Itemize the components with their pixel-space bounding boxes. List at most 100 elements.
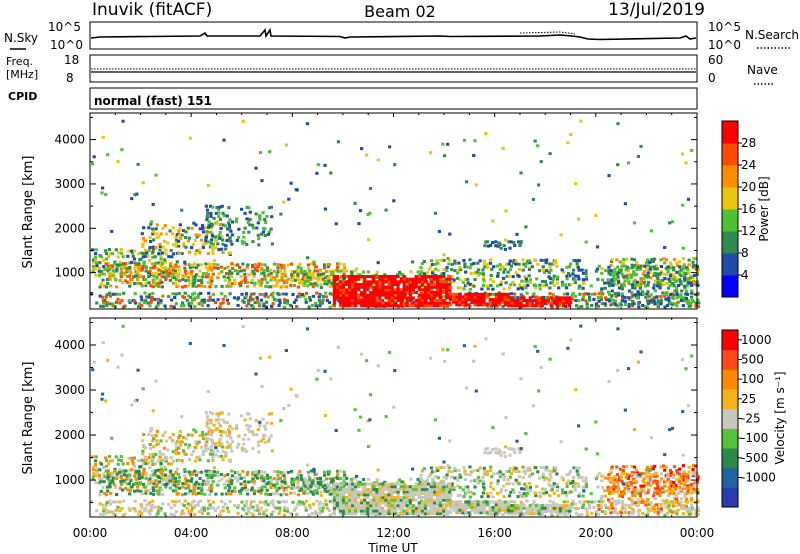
velocity-cell <box>444 506 448 510</box>
velocity-cell <box>332 496 336 499</box>
velocity-cell <box>681 512 685 516</box>
velocity-cell <box>157 476 161 479</box>
power-cell <box>414 301 418 305</box>
velocity-cell <box>161 458 165 462</box>
velocity-cell <box>248 424 252 428</box>
power-cell <box>675 296 679 300</box>
velocity-cell <box>90 499 94 503</box>
power-cell <box>369 299 373 302</box>
power-cell <box>151 255 155 259</box>
power-cell <box>399 291 403 294</box>
power-cell <box>615 258 619 262</box>
power-cell <box>103 298 107 302</box>
power-cell <box>491 298 495 302</box>
power-cell <box>627 280 631 284</box>
velocity-cell <box>327 483 331 487</box>
velocity-cell <box>218 424 222 428</box>
power-cell <box>375 288 379 292</box>
power-cell <box>211 205 215 209</box>
power-cell <box>317 295 321 299</box>
power-cell <box>360 291 364 294</box>
power-cell <box>558 299 563 302</box>
power-cell <box>501 146 505 150</box>
velocity-cell <box>301 485 305 489</box>
power-cell <box>221 251 225 255</box>
velocity-cell <box>338 493 343 497</box>
velocity-cell <box>243 476 247 480</box>
velocity-cell <box>200 508 204 512</box>
velocity-cell <box>98 468 102 472</box>
power-cell <box>686 197 691 201</box>
power-cell <box>221 238 225 242</box>
power-cell <box>188 250 192 254</box>
power-cell <box>147 248 151 252</box>
velocity-cell <box>282 492 286 496</box>
velocity-cell <box>122 499 126 503</box>
velocity-cell <box>615 473 619 476</box>
velocity-cell <box>646 465 650 469</box>
power-cell <box>139 257 143 261</box>
power-cell <box>494 240 498 244</box>
velocity-cell <box>564 512 568 516</box>
velocity-cell <box>146 509 150 513</box>
velocity-cell <box>183 477 188 481</box>
velocity-cell <box>134 472 138 476</box>
velocity-cell <box>283 477 287 481</box>
power-cell <box>257 279 261 283</box>
power-cell <box>510 296 514 300</box>
velocity-cell <box>168 471 173 475</box>
velocity-cell <box>259 476 264 480</box>
velocity-cell <box>600 495 604 498</box>
velocity-cell <box>324 503 329 507</box>
power-cell <box>558 304 562 308</box>
velocity-cell <box>468 495 472 499</box>
power-cell <box>278 269 282 273</box>
velocity-cell <box>101 513 105 516</box>
velocity-cell <box>683 494 687 498</box>
velocity-cell <box>133 482 137 486</box>
velocity-cell <box>188 458 192 461</box>
power-cell <box>405 291 409 294</box>
velocity-cell <box>291 500 295 504</box>
power-cell <box>140 232 144 236</box>
velocity-cell <box>292 491 297 495</box>
velocity-cell <box>692 481 697 485</box>
velocity-cell <box>363 498 367 502</box>
power-cell <box>436 261 440 265</box>
power-cell <box>627 282 631 285</box>
power-cell <box>341 288 346 292</box>
velocity-cell <box>612 483 616 487</box>
velocity-cell <box>357 493 361 497</box>
power-cell <box>576 265 580 269</box>
power-cell <box>473 292 477 296</box>
power-cell <box>384 304 388 308</box>
power-cell <box>616 163 620 167</box>
power-cell <box>552 301 556 305</box>
power-cell <box>165 272 169 276</box>
velocity-cell <box>679 475 683 479</box>
power-cell <box>366 212 370 216</box>
velocity-cell <box>653 497 657 500</box>
power-cell <box>161 271 165 275</box>
power-cell <box>147 275 151 279</box>
power-cell <box>105 293 109 297</box>
power-cell <box>643 274 647 277</box>
velocity-cell <box>181 449 186 453</box>
velocity-cell <box>363 512 367 516</box>
velocity-cell <box>366 506 370 510</box>
velocity-cell <box>276 477 280 481</box>
power-cell <box>167 274 171 278</box>
velocity-cell <box>264 427 268 431</box>
power-cell <box>512 240 516 244</box>
power-cell <box>381 301 385 305</box>
velocity-cell <box>571 479 575 483</box>
velocity-cell <box>142 469 146 473</box>
power-cell <box>178 223 182 227</box>
power-cell <box>106 281 110 285</box>
velocity-cell <box>516 504 520 508</box>
power-cell <box>278 301 282 305</box>
velocity-cell <box>186 446 191 450</box>
power-cell <box>384 288 388 292</box>
power-cell <box>420 270 424 274</box>
power-cell <box>658 286 662 290</box>
